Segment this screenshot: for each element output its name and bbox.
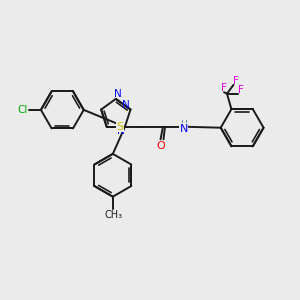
- Text: O: O: [156, 141, 165, 151]
- Text: F: F: [221, 83, 227, 93]
- Text: N: N: [179, 124, 188, 134]
- Text: F: F: [238, 85, 244, 95]
- Text: Cl: Cl: [17, 105, 28, 115]
- Text: CH₃: CH₃: [104, 210, 122, 220]
- Text: N: N: [117, 126, 124, 136]
- Text: F: F: [233, 76, 239, 86]
- Text: S: S: [116, 122, 124, 132]
- Text: H: H: [180, 120, 187, 129]
- Text: N: N: [122, 100, 130, 110]
- Text: N: N: [114, 89, 122, 99]
